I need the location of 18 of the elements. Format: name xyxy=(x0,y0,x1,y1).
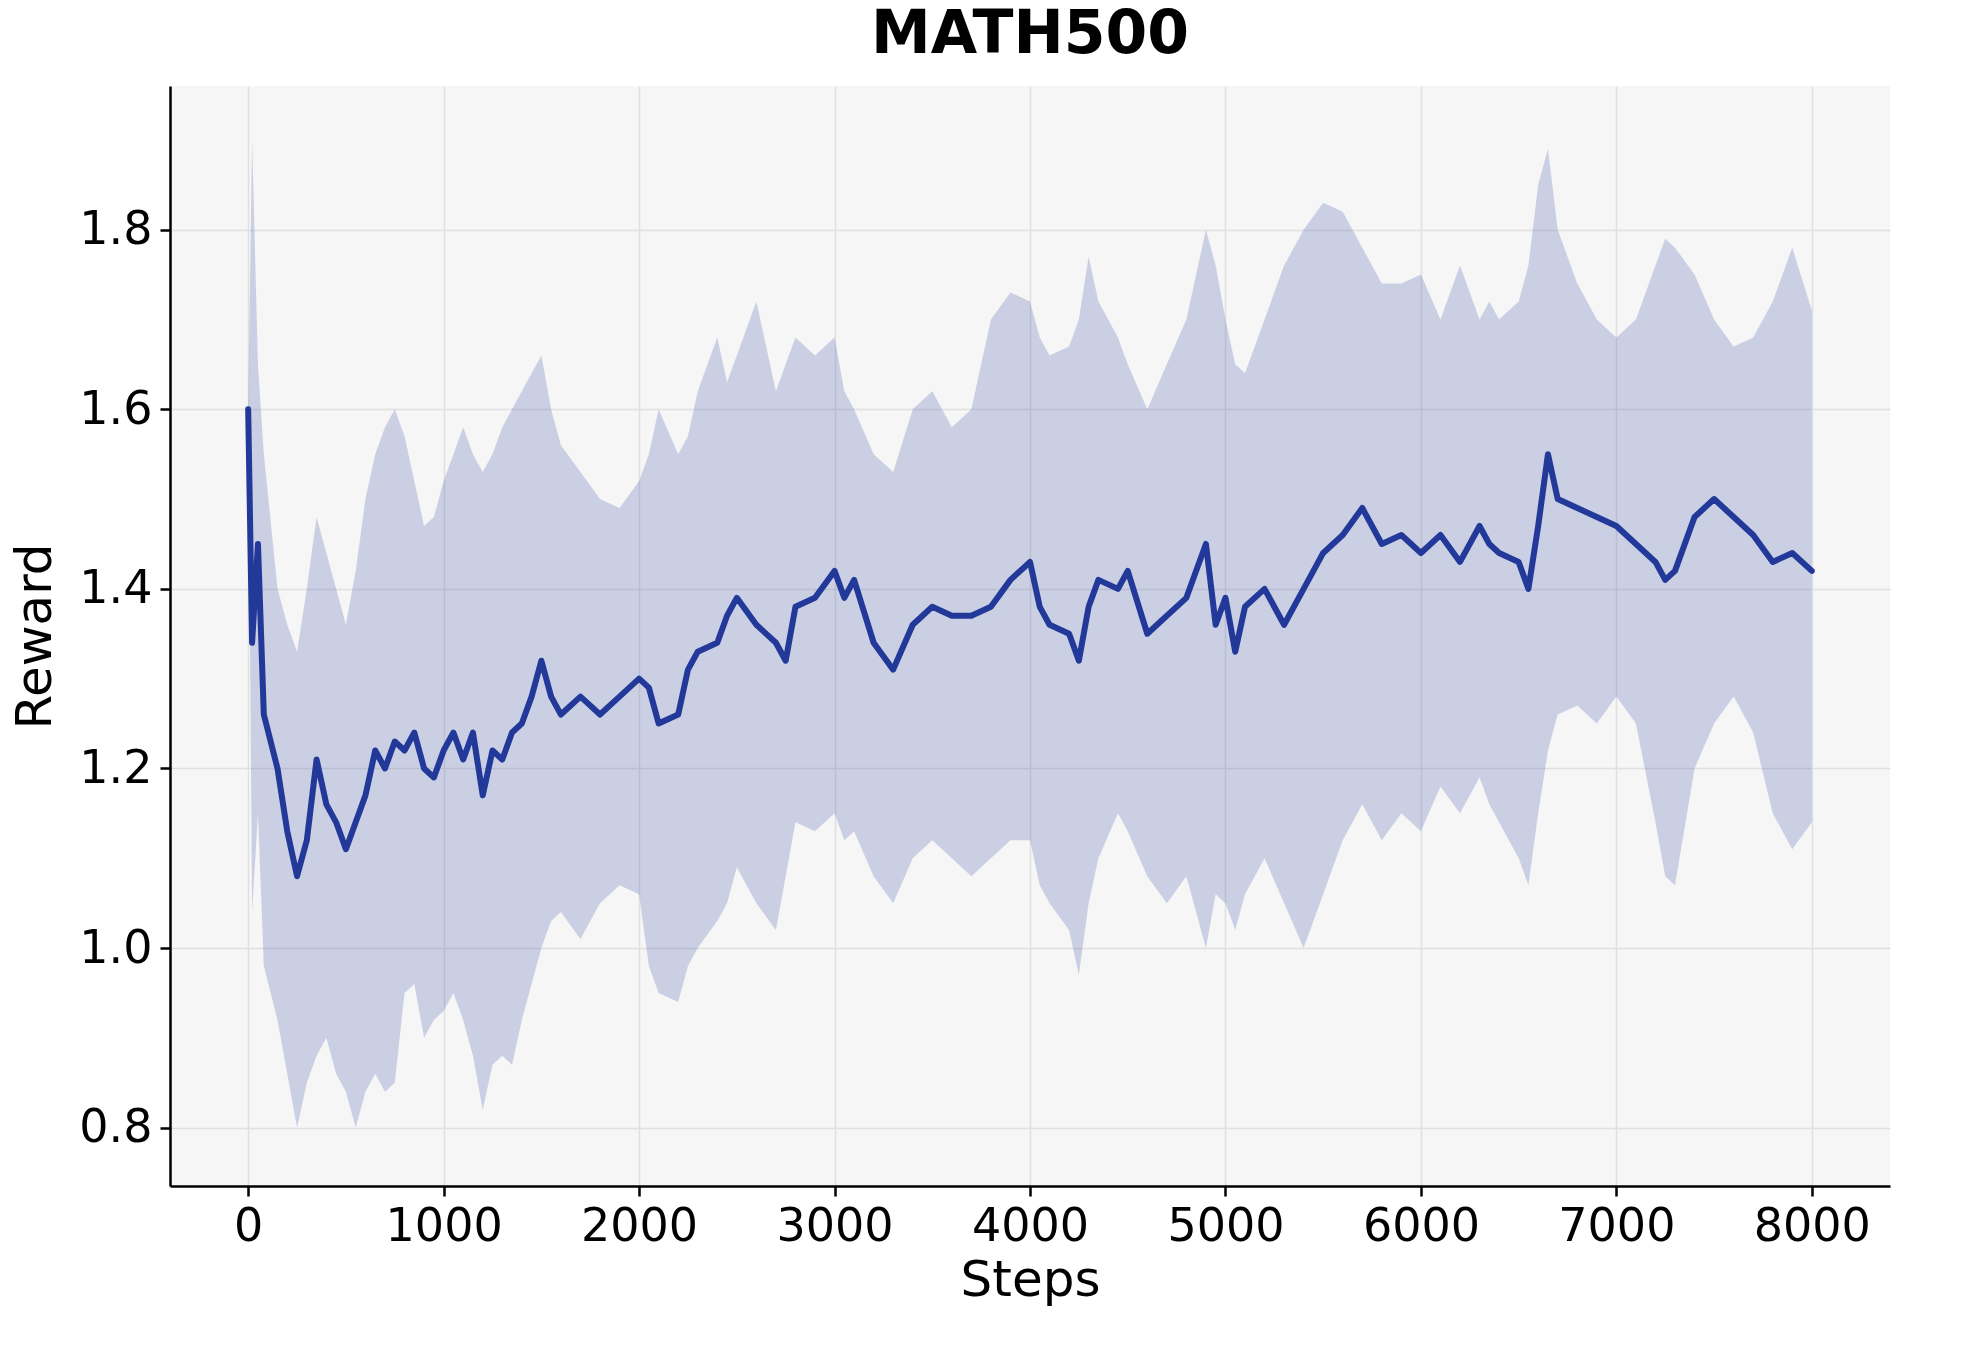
x-tick-label: 8000 xyxy=(1753,1197,1871,1252)
x-tick-label: 2000 xyxy=(581,1197,699,1252)
y-axis-title: Reward xyxy=(5,543,64,730)
x-tick-label: 0 xyxy=(234,1197,264,1252)
x-tick-label: 6000 xyxy=(1362,1197,1480,1252)
chart-title: MATH500 xyxy=(871,0,1189,67)
x-tick-label: 5000 xyxy=(1167,1197,1285,1252)
y-tick-label: 1.4 xyxy=(79,560,153,615)
y-tick-label: 1.8 xyxy=(79,201,153,256)
x-tick-label: 4000 xyxy=(971,1197,1090,1252)
y-tick-label: 1.6 xyxy=(79,380,153,435)
x-tick-label: 7000 xyxy=(1558,1197,1676,1252)
x-tick-label: 3000 xyxy=(776,1197,894,1252)
y-tick-label: 1.2 xyxy=(79,739,153,794)
x-tick-label: 1000 xyxy=(385,1197,503,1252)
x-axis-title: Steps xyxy=(960,1249,1101,1308)
y-tick-label: 0.8 xyxy=(79,1099,153,1154)
y-tick-label: 1.0 xyxy=(79,919,153,974)
